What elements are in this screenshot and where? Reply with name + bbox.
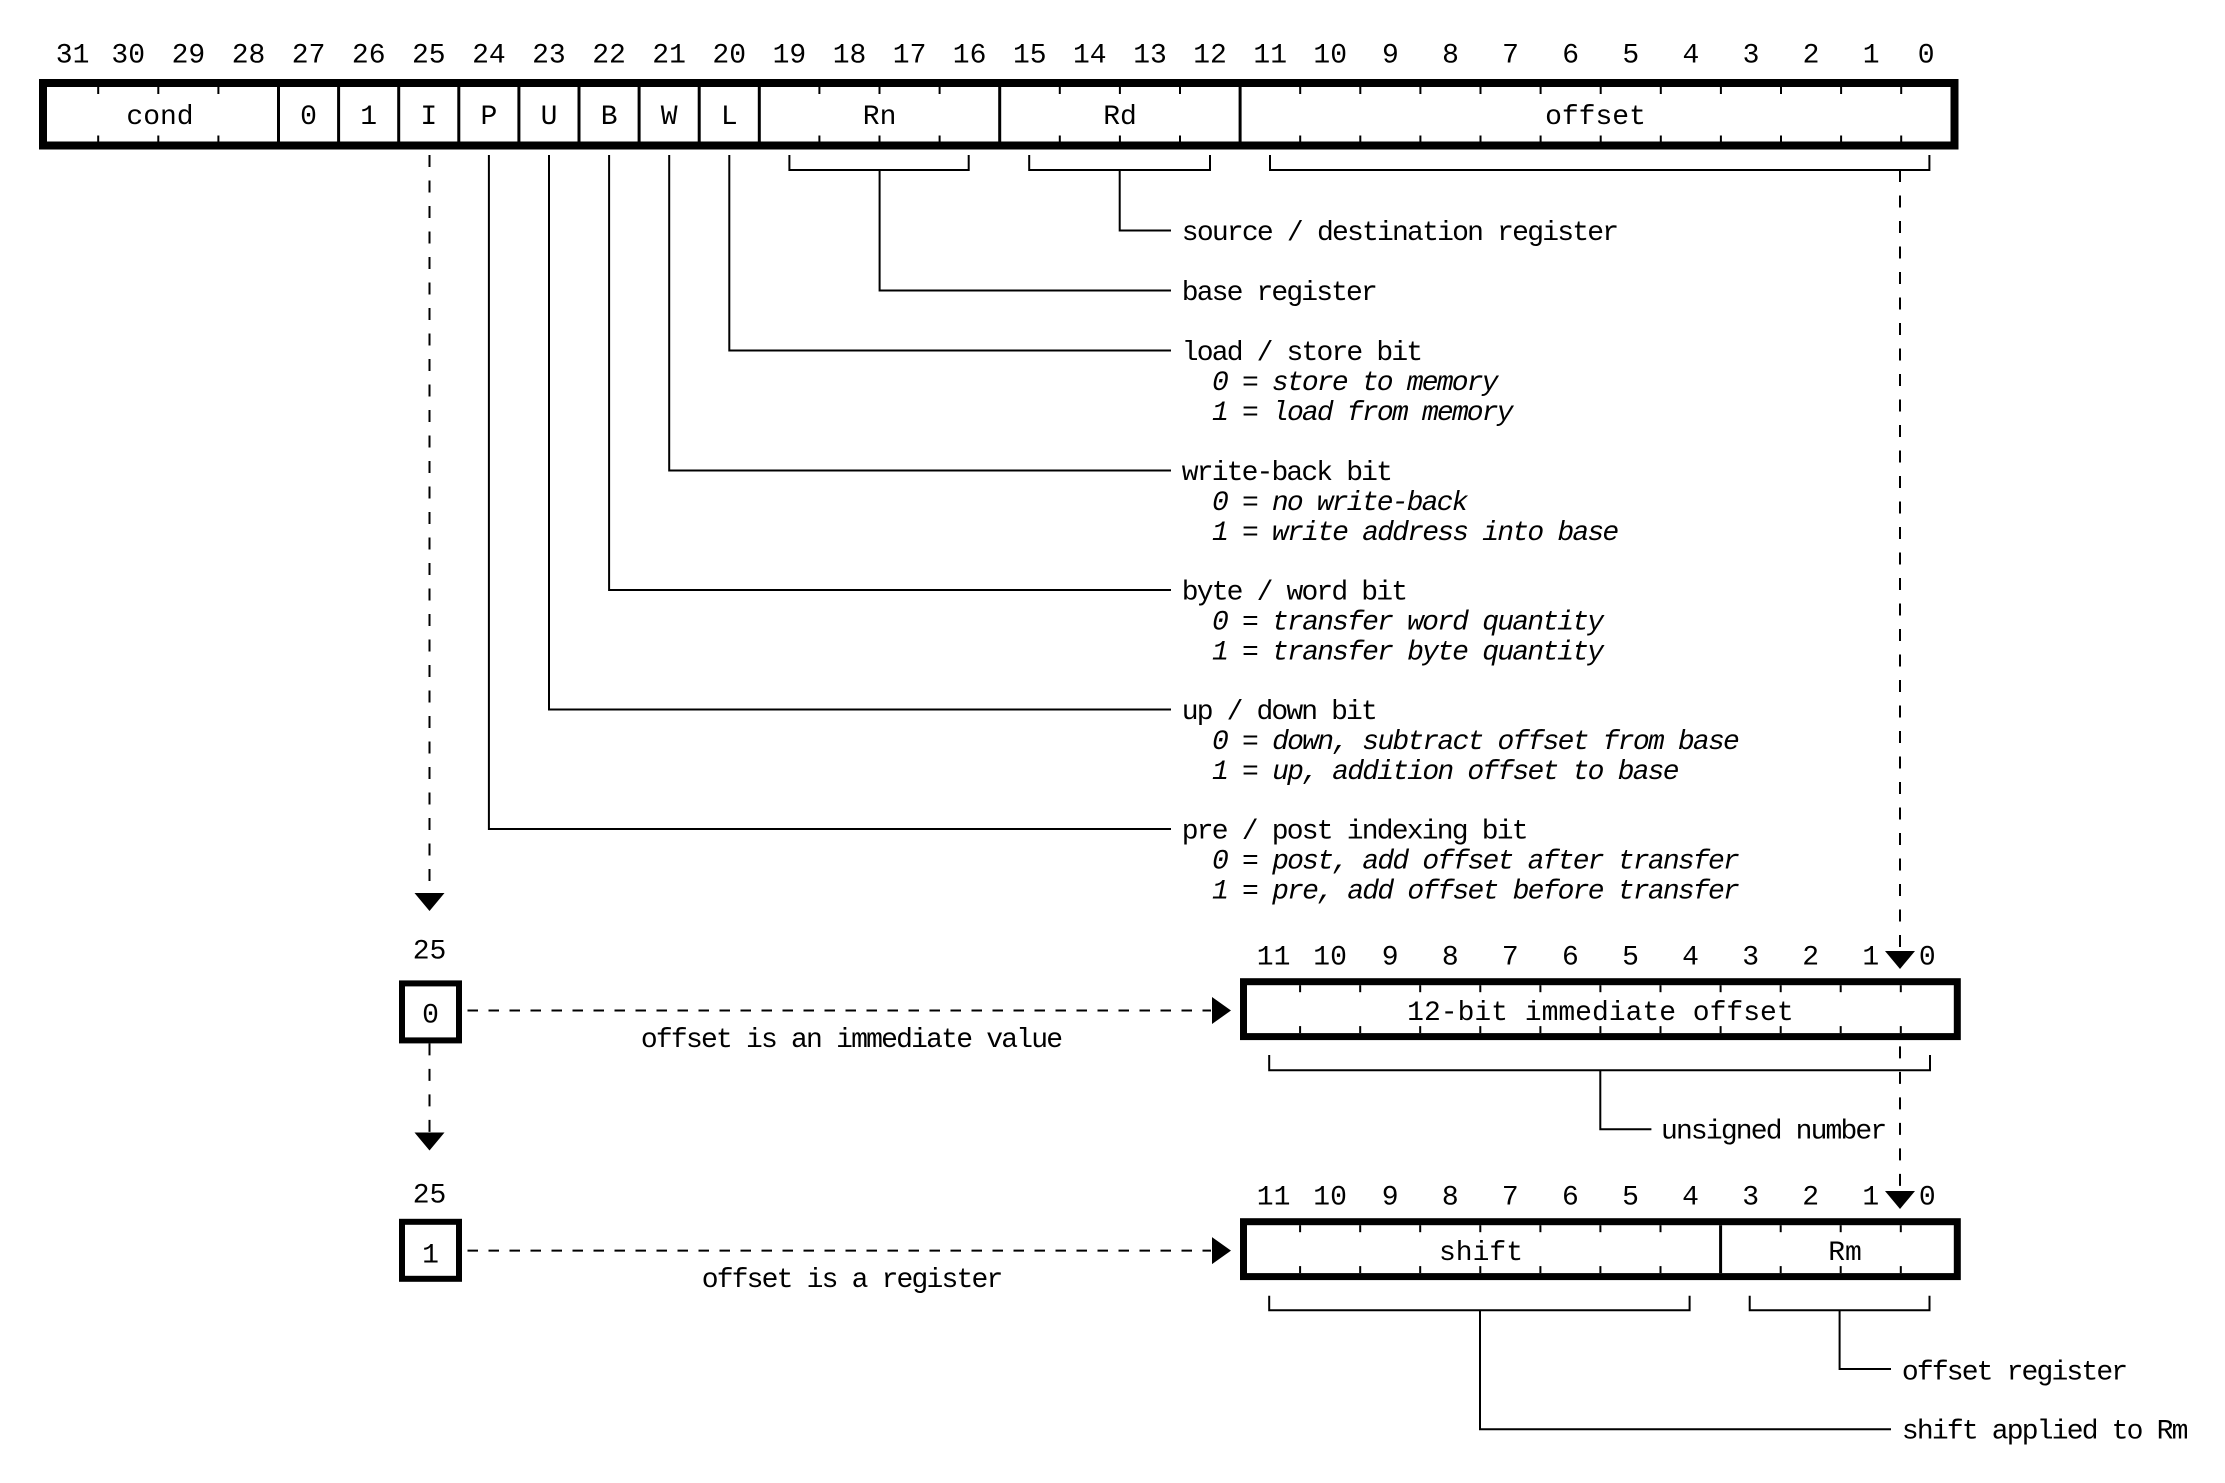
svg-text:B: B [601, 102, 618, 133]
svg-text:up / down bit: up / down bit [1182, 697, 1378, 728]
svg-text:byte / word bit: byte / word bit [1182, 577, 1408, 608]
svg-text:24: 24 [472, 40, 506, 71]
svg-text:5: 5 [1622, 40, 1639, 71]
svg-text:I: I [420, 102, 437, 133]
svg-text:23: 23 [532, 40, 566, 71]
svg-text:6: 6 [1562, 943, 1579, 974]
svg-text:8: 8 [1442, 40, 1459, 71]
svg-text:4: 4 [1682, 943, 1699, 974]
svg-text:4: 4 [1682, 1183, 1699, 1214]
svg-text:11: 11 [1257, 943, 1291, 974]
svg-text:source / destination register: source / destination register [1182, 218, 1619, 249]
svg-text:25: 25 [412, 40, 446, 71]
svg-text:18: 18 [833, 40, 867, 71]
svg-text:1 = load from memory: 1 = load from memory [1212, 398, 1515, 429]
svg-text:9: 9 [1382, 40, 1399, 71]
svg-text:28: 28 [232, 40, 266, 71]
svg-text:19: 19 [773, 40, 807, 71]
svg-text:offset: offset [1545, 102, 1646, 133]
svg-text:13: 13 [1133, 40, 1167, 71]
svg-text:0 = store to memory: 0 = store to memory [1212, 368, 1500, 399]
svg-text:offset is an immediate value: offset is an immediate value [641, 1025, 1063, 1056]
svg-text:30: 30 [111, 40, 145, 71]
svg-text:base register: base register [1182, 278, 1378, 309]
svg-text:12: 12 [1193, 40, 1227, 71]
svg-text:offset register: offset register [1902, 1357, 2128, 1388]
svg-text:write-back bit: write-back bit [1182, 458, 1393, 489]
svg-text:pre / post indexing bit: pre / post indexing bit [1182, 816, 1529, 847]
svg-text:10: 10 [1313, 40, 1347, 71]
svg-text:1: 1 [422, 1241, 439, 1272]
svg-text:20: 20 [712, 40, 746, 71]
svg-text:25: 25 [413, 1181, 447, 1212]
svg-text:1: 1 [1862, 943, 1879, 974]
svg-text:6: 6 [1562, 40, 1579, 71]
svg-text:2: 2 [1803, 40, 1820, 71]
svg-text:17: 17 [893, 40, 927, 71]
svg-text:Rm: Rm [1828, 1238, 1862, 1269]
svg-text:1 = up, addition offset to bas: 1 = up, addition offset to base [1212, 757, 1680, 788]
svg-text:22: 22 [592, 40, 626, 71]
svg-text:3: 3 [1743, 40, 1760, 71]
svg-text:0: 0 [1918, 40, 1935, 71]
svg-text:9: 9 [1382, 1183, 1399, 1214]
svg-text:12-bit immediate offset: 12-bit immediate offset [1407, 998, 1793, 1029]
svg-text:21: 21 [652, 40, 686, 71]
svg-text:2: 2 [1802, 1183, 1819, 1214]
svg-text:5: 5 [1622, 1183, 1639, 1214]
svg-text:1 = write address into base: 1 = write address into base [1212, 518, 1619, 549]
svg-text:0: 0 [300, 102, 317, 133]
svg-text:2: 2 [1802, 943, 1819, 974]
svg-text:4: 4 [1682, 40, 1699, 71]
svg-text:unsigned number: unsigned number [1661, 1117, 1887, 1148]
svg-text:25: 25 [413, 936, 447, 967]
svg-text:0: 0 [1919, 1183, 1936, 1214]
svg-text:14: 14 [1073, 40, 1107, 71]
svg-text:0: 0 [1919, 943, 1936, 974]
svg-text:8: 8 [1442, 943, 1459, 974]
svg-text:16: 16 [953, 40, 987, 71]
svg-text:3: 3 [1742, 943, 1759, 974]
svg-text:cond: cond [126, 102, 193, 133]
svg-text:3: 3 [1742, 1183, 1759, 1214]
svg-text:1: 1 [1863, 40, 1880, 71]
svg-text:15: 15 [1013, 40, 1047, 71]
svg-text:6: 6 [1562, 1183, 1579, 1214]
svg-text:0 = down, subtract offset from: 0 = down, subtract offset from base [1212, 727, 1740, 758]
svg-text:7: 7 [1502, 1183, 1519, 1214]
svg-text:load / store bit: load / store bit [1182, 338, 1423, 369]
svg-text:Rd: Rd [1103, 102, 1137, 133]
svg-text:1: 1 [1862, 1183, 1879, 1214]
svg-text:7: 7 [1502, 943, 1519, 974]
svg-text:offset is a register: offset is a register [702, 1265, 1004, 1296]
svg-text:P: P [480, 102, 497, 133]
svg-text:L: L [721, 102, 738, 133]
svg-text:10: 10 [1313, 943, 1347, 974]
svg-text:11: 11 [1253, 40, 1287, 71]
svg-text:9: 9 [1382, 943, 1399, 974]
svg-text:0: 0 [422, 1001, 439, 1032]
svg-text:26: 26 [352, 40, 386, 71]
svg-text:29: 29 [172, 40, 206, 71]
svg-text:11: 11 [1257, 1183, 1291, 1214]
svg-text:10: 10 [1313, 1183, 1347, 1214]
svg-text:8: 8 [1442, 1183, 1459, 1214]
svg-text:shift: shift [1439, 1238, 1523, 1269]
svg-text:0 = no write-back: 0 = no write-back [1212, 488, 1469, 519]
svg-text:Rn: Rn [863, 102, 897, 133]
svg-text:0 = transfer word quantity: 0 = transfer word quantity [1212, 607, 1605, 638]
svg-text:31: 31 [56, 40, 90, 71]
svg-text:1: 1 [360, 102, 377, 133]
svg-text:U: U [541, 102, 558, 133]
svg-text:1 = pre, add offset before tra: 1 = pre, add offset before transfer [1212, 876, 1740, 907]
svg-text:0 = post, add offset after tra: 0 = post, add offset after transfer [1212, 846, 1740, 877]
svg-text:27: 27 [292, 40, 326, 71]
svg-text:1 = transfer byte quantity: 1 = transfer byte quantity [1212, 637, 1605, 668]
svg-text:7: 7 [1502, 40, 1519, 71]
svg-text:shift applied to Rm: shift applied to Rm [1902, 1417, 2188, 1448]
svg-text:5: 5 [1622, 943, 1639, 974]
svg-text:W: W [661, 102, 678, 133]
